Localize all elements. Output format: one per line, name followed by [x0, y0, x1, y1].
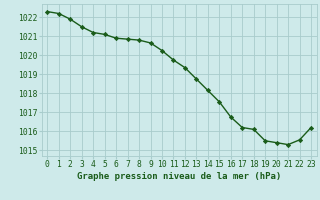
X-axis label: Graphe pression niveau de la mer (hPa): Graphe pression niveau de la mer (hPa) [77, 172, 281, 181]
